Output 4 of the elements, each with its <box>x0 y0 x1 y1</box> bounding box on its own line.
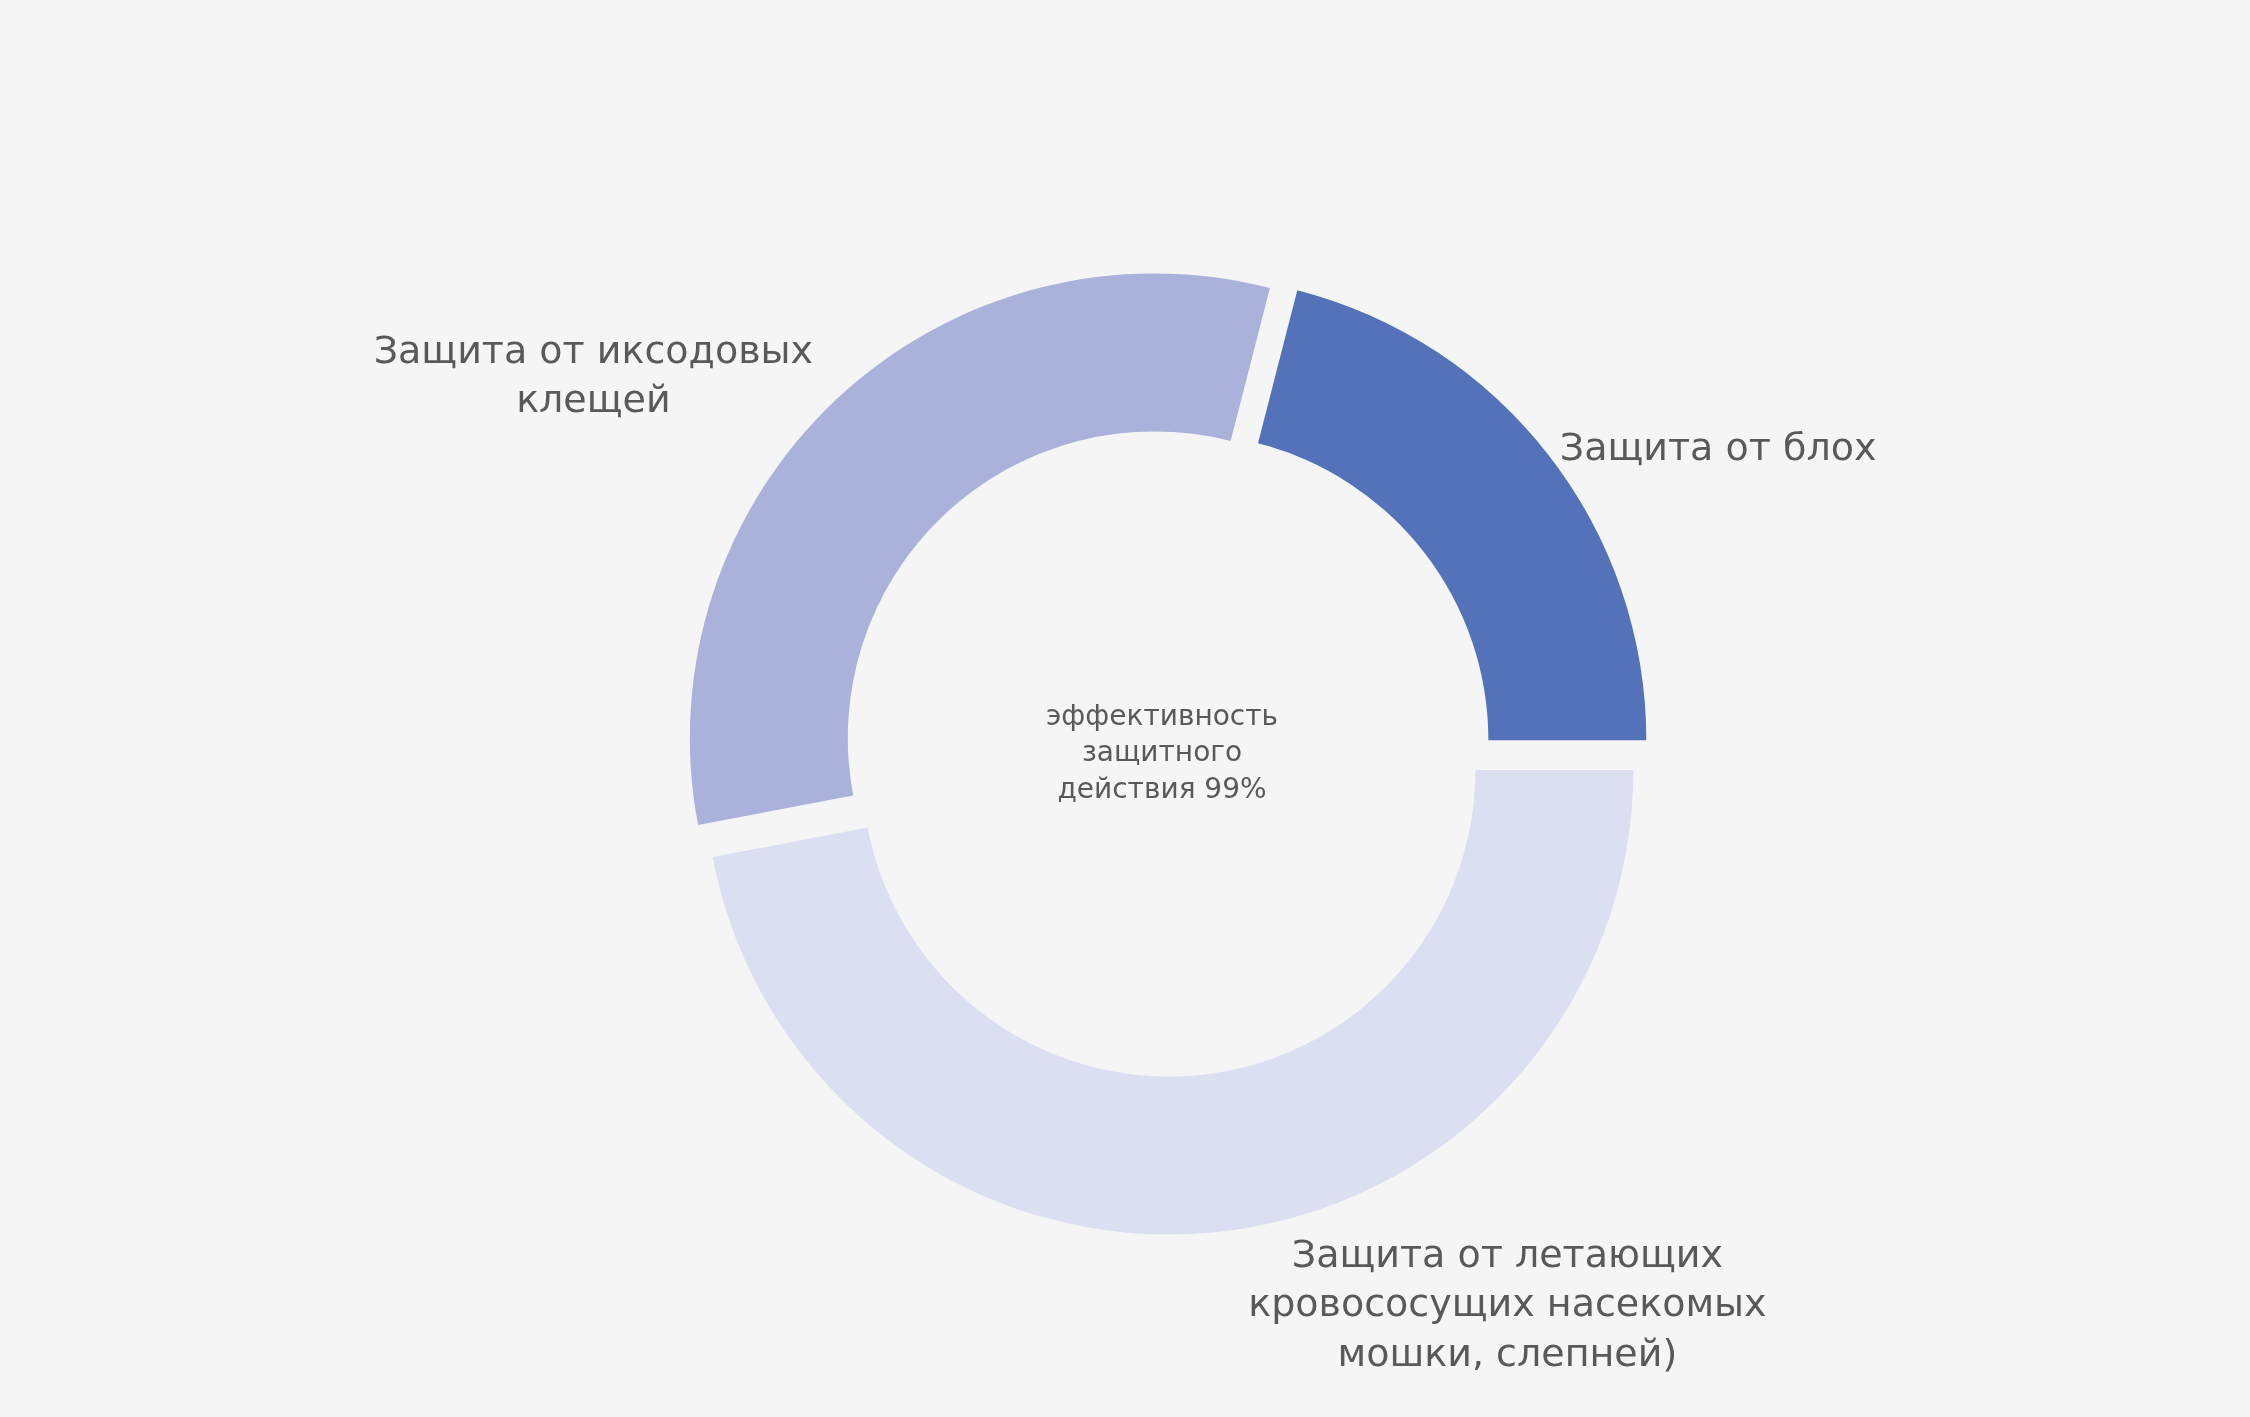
slice-label: Защита от летающих кровососущих насекомых мошки, слепней) <box>1248 1231 1767 1375</box>
text: эффективность защитного действия 99% <box>1046 699 1279 805</box>
slice-label: Защита от блох <box>1559 425 1877 470</box>
slice-label: Защита от иксодовых клещей <box>373 327 814 422</box>
